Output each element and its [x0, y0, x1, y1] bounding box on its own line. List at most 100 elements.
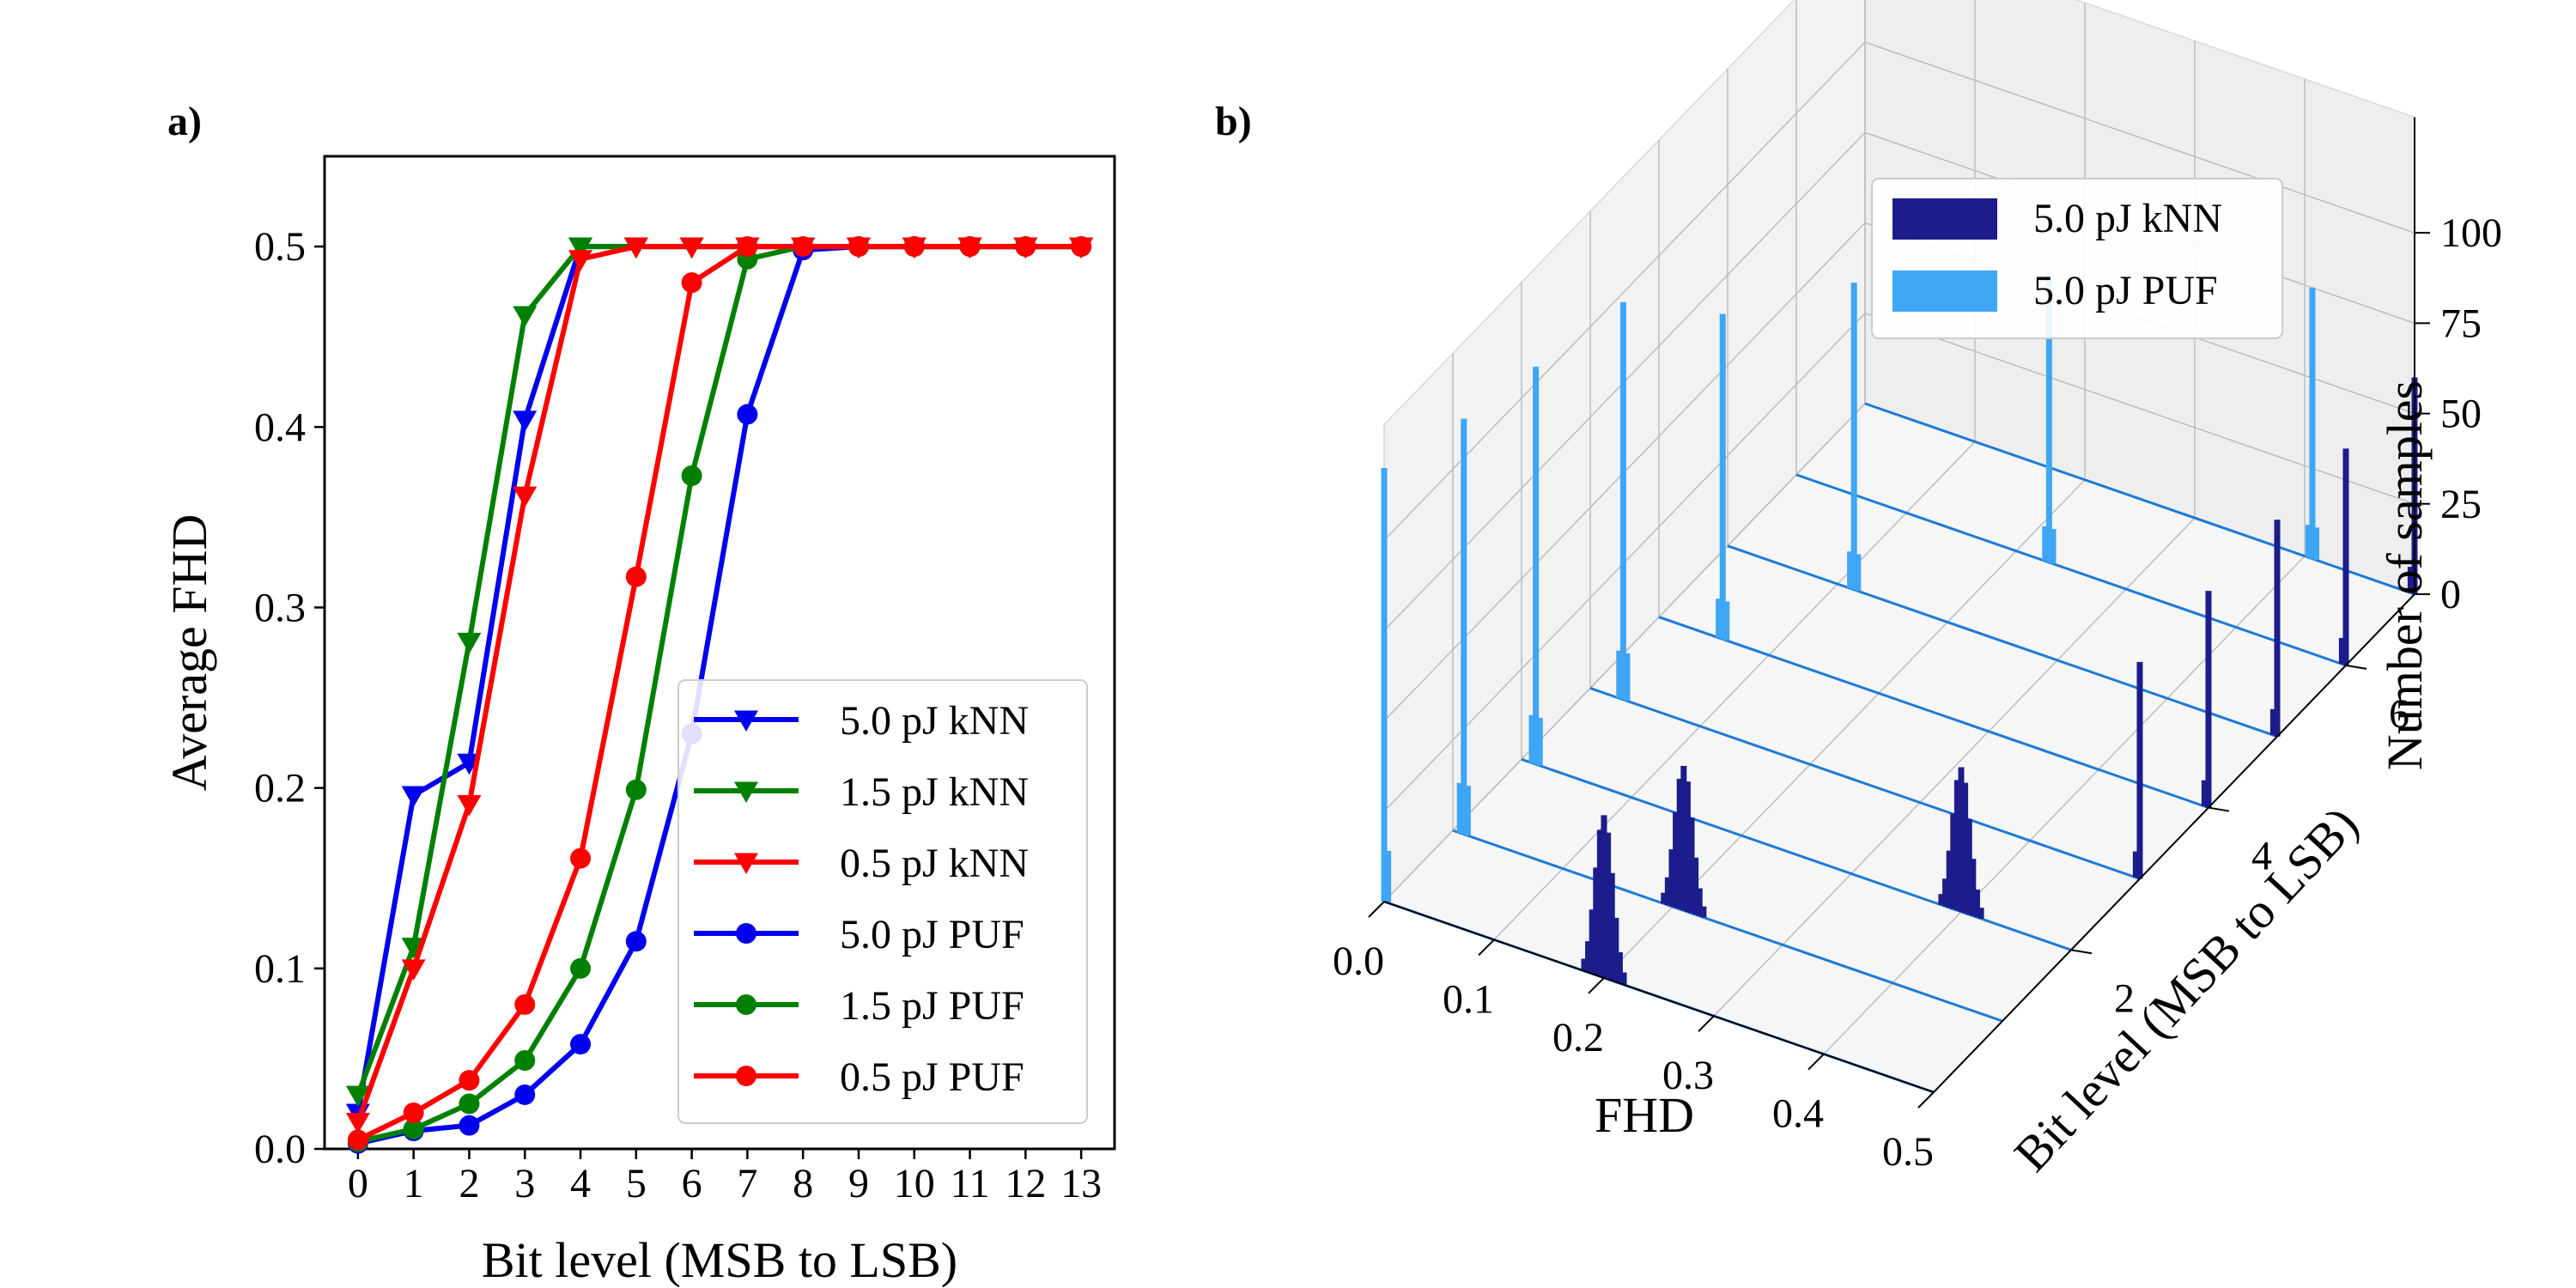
y-tick-label: 0.4 — [254, 404, 306, 450]
data-point — [625, 566, 647, 587]
panel-b-content — [1381, 273, 2418, 1094]
x-tick-label: 12 — [1005, 1161, 1046, 1206]
fhd-tick-mark — [1698, 1015, 1715, 1032]
series-5-0-pj-puf — [1616, 301, 1631, 702]
samples-tick-label: 100 — [2440, 210, 2502, 256]
data-point — [459, 1115, 480, 1136]
data-point — [737, 236, 758, 258]
data-point — [1071, 236, 1092, 258]
series-5-0-pj-puf — [1381, 468, 1392, 903]
data-point — [570, 957, 592, 979]
level-baseline — [1658, 616, 2209, 809]
x-tick-label: 4 — [570, 1161, 591, 1206]
panel-a-x-axis-label: Bit level (MSB to LSB) — [482, 1232, 957, 1288]
legend-swatch — [1893, 198, 1997, 240]
data-point — [514, 1050, 536, 1072]
fhd-tick-mark — [1807, 1053, 1825, 1071]
series-5-0-pj-knn — [1661, 766, 1707, 918]
panel-b-z-axis-label: Number of samples — [2377, 380, 2433, 770]
data-point — [457, 632, 482, 654]
y-tick-label: 0.1 — [254, 946, 306, 992]
y-tick-label: 0.5 — [254, 224, 306, 270]
data-point — [903, 236, 925, 258]
legend-label: 5.0 pJ PUF — [2033, 268, 2218, 313]
series-5-0-pj-knn — [1581, 815, 1627, 985]
x-tick-label: 1 — [404, 1161, 424, 1206]
data-point — [513, 486, 538, 508]
data-point — [625, 931, 647, 952]
x-tick-label: 3 — [514, 1161, 535, 1206]
fhd-tick-label: 0.4 — [1772, 1091, 1824, 1137]
bit-level-axis-line — [1933, 593, 2415, 1093]
y-tick-label: 0.0 — [254, 1127, 306, 1172]
data-point — [403, 1118, 424, 1139]
x-tick-label: 0 — [348, 1161, 368, 1206]
fhd-tick-label: 0.1 — [1443, 976, 1494, 1022]
level-baseline — [1589, 687, 2141, 880]
fhd-tick-label: 0.5 — [1882, 1129, 1934, 1175]
data-point — [401, 786, 426, 808]
samples-tick-label: 0 — [2440, 572, 2461, 617]
series-5-0-pj-puf — [1847, 283, 1862, 592]
bit-level-tick-mark — [2070, 949, 2093, 955]
legend-label: 1.5 pJ PUF — [840, 983, 1024, 1029]
height-grid-line — [1383, 41, 2415, 541]
legend-marker — [736, 994, 756, 1015]
fhd-tick-mark — [1917, 1091, 1935, 1109]
panel-b-x-axis-label: FHD — [1595, 1087, 1694, 1143]
legend-marker — [736, 1066, 756, 1086]
series-0-5-pj-puf — [347, 236, 1092, 1151]
fhd-axis-line — [1383, 901, 1935, 1093]
panel-b-fhd-axis: 0.0 0.1 0.2 0.3 0.4 0.5 — [1333, 901, 1935, 1175]
bit-level-tick-label: 4 — [2251, 834, 2272, 879]
panel-a-label: a) — [167, 99, 202, 144]
fhd-tick-label: 0.0 — [1333, 939, 1384, 984]
fhd-tick-mark — [1478, 939, 1495, 957]
floor-grid-line — [1713, 517, 2196, 1017]
data-point — [793, 236, 814, 258]
panel-a-legend: 5.0 pJ kNN 1.5 pJ kNN 0.5 pJ kNN 5.0 pJ PUF… — [677, 679, 1088, 1124]
series-5-0-pj-knn — [2132, 661, 2143, 879]
bit-level-tick-label: 6 — [2389, 691, 2409, 737]
bit-level-tick-label: 2 — [2114, 975, 2135, 1021]
legend-label: 5.0 pJ kNN — [2033, 196, 2222, 241]
x-tick-label: 7 — [737, 1161, 757, 1206]
panel-b-samples-axis: 0 25 50 75 100 — [2414, 117, 2502, 617]
x-tick-label: 11 — [950, 1161, 989, 1206]
level-baseline — [1727, 544, 2278, 738]
y-tick-label: 0.2 — [254, 766, 306, 811]
series-5-0-pj-knn — [2338, 448, 2349, 665]
data-point — [681, 272, 702, 294]
fhd-tick-mark — [1368, 901, 1385, 918]
panel-a-axes-frame — [323, 155, 1116, 1151]
x-tick-label: 6 — [682, 1161, 702, 1206]
panel-a: a) 0 1 2 3 4 5 6 7 8 9 10 11 12 13 0.00.10.20.30.40.5… — [161, 99, 1116, 1288]
legend-marker — [734, 853, 758, 874]
series-5-0-pj-puf — [2305, 288, 2320, 561]
level-baseline — [1452, 829, 2003, 1023]
samples-tick-label: 75 — [2440, 301, 2482, 346]
panel-b-label: b) — [1215, 99, 1252, 144]
y-tick-label: 0.3 — [254, 585, 306, 630]
data-point — [625, 779, 647, 800]
panel-b-legend: 5.0 pJ kNN 5.0 pJ PUF — [1871, 178, 2283, 339]
data-point — [459, 1070, 480, 1091]
data-point — [681, 465, 702, 487]
data-point — [1015, 236, 1036, 258]
legend-marker — [734, 781, 758, 803]
data-point — [568, 250, 593, 271]
series-5-0-pj-knn — [1938, 767, 1984, 919]
data-point — [514, 1084, 536, 1105]
legend-label: 1.5 pJ kNN — [840, 769, 1029, 815]
bit-level-3 — [1589, 301, 2143, 880]
series-5-0-pj-puf — [1528, 367, 1543, 766]
data-point — [568, 237, 593, 259]
legend-label: 5.0 pJ PUF — [840, 912, 1024, 957]
bit-level-1 — [1452, 418, 2003, 1023]
series-5-0-pj-puf — [1716, 313, 1730, 641]
height-grid-line — [1383, 312, 2415, 812]
samples-tick-label: 50 — [2440, 392, 2482, 437]
data-point — [623, 237, 648, 259]
data-point — [401, 959, 426, 981]
